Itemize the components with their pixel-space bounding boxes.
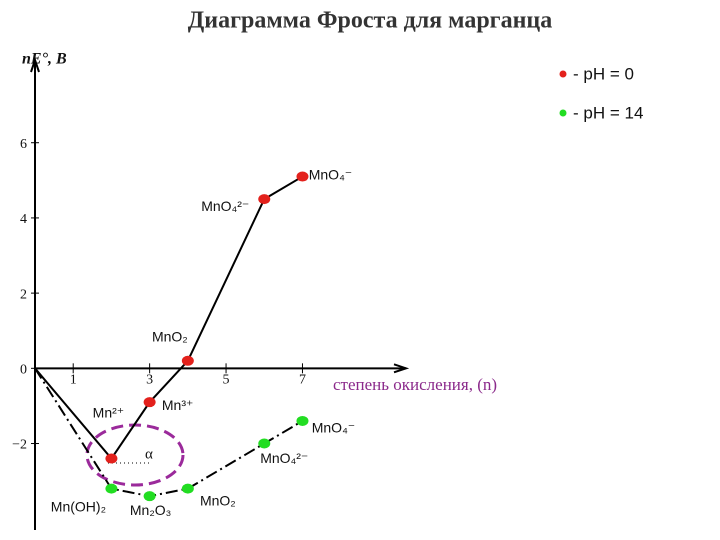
legend-label: - pH = 14 <box>573 103 643 122</box>
point-label: MnO₂ <box>152 329 188 345</box>
data-point <box>181 483 194 494</box>
y-tick-label: 4 <box>20 212 27 227</box>
point-label: Mn(OH)₂ <box>51 498 106 514</box>
x-tick-label: 7 <box>299 373 306 388</box>
data-point <box>258 438 271 449</box>
y-axis-arrow <box>30 56 40 73</box>
x-tick-label: 1 <box>70 373 77 388</box>
y-tick-label: 2 <box>20 287 27 302</box>
angle-label: α <box>145 446 153 462</box>
x-axis-label: степень окисления, (n) <box>333 375 497 394</box>
data-point <box>105 453 118 464</box>
legend-marker <box>559 70 567 78</box>
point-label: Mn³⁺ <box>162 397 194 413</box>
point-label: Mn₂O₃ <box>130 502 171 518</box>
data-point <box>258 194 271 205</box>
point-label: MnO₄⁻ <box>309 166 352 182</box>
x-axis-arrow <box>393 363 410 374</box>
point-label: MnO₄⁻ <box>312 420 355 436</box>
data-point <box>143 397 156 408</box>
legend-marker <box>559 109 567 117</box>
y-axis-label: nE°, В <box>22 51 67 68</box>
x-tick-label: 3 <box>146 373 153 388</box>
data-point <box>181 355 194 366</box>
legend-label: - pH = 0 <box>573 64 634 83</box>
point-label: MnO₂ <box>200 492 236 508</box>
x-tick-label: 5 <box>223 373 230 388</box>
series-line <box>34 367 303 498</box>
point-label: Mn²⁺ <box>93 404 125 420</box>
chart-title: Диаграмма Фроста для марганца <box>188 8 553 34</box>
data-point <box>105 483 118 494</box>
point-label: MnO₄²⁻ <box>260 450 308 466</box>
series-line <box>34 175 303 461</box>
y-tick-label: 6 <box>20 137 27 152</box>
y-tick-label: −2 <box>12 438 27 453</box>
data-point <box>296 171 309 182</box>
point-label: MnO₄²⁻ <box>201 198 249 214</box>
data-point <box>296 415 309 426</box>
y-tick-label: 0 <box>20 363 27 378</box>
highlight-ellipse <box>85 423 185 487</box>
data-point <box>143 491 156 502</box>
